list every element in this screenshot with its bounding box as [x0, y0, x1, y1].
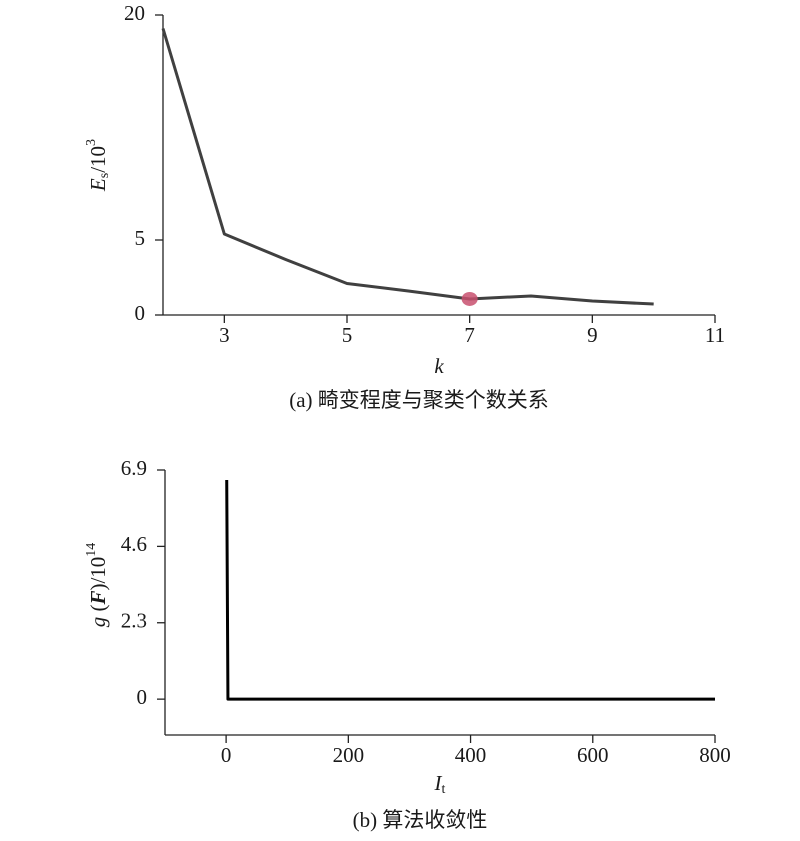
y-tick-label: 6.9 — [121, 456, 147, 480]
y-tick-label: 0 — [135, 301, 146, 325]
label-part: I — [434, 771, 443, 795]
x-tick-label: 800 — [699, 743, 731, 767]
line — [161, 28, 654, 306]
label-part: s — [97, 173, 112, 178]
label-part: 3 — [84, 139, 99, 146]
x-tick-label: 7 — [464, 323, 475, 347]
x-tick-label: 11 — [705, 323, 725, 347]
x-tick-label: 5 — [342, 323, 353, 347]
x-axis-label: k — [434, 354, 444, 378]
x-tick-label: 0 — [221, 743, 232, 767]
x-axis-label: It — [434, 771, 446, 797]
caption: (b) 算法收敛性 — [353, 808, 488, 832]
caption: (a) 畸变程度与聚类个数关系 — [289, 388, 549, 412]
x-tick-label: 600 — [577, 743, 609, 767]
y-tick-label: 2.3 — [121, 609, 147, 633]
label-part: E — [86, 178, 110, 192]
line — [225, 479, 715, 701]
highlight-point — [461, 291, 478, 306]
y-tick-label: 4.6 — [121, 532, 147, 556]
y-axis-label: Es/103 — [84, 139, 112, 192]
label-part: F — [86, 591, 110, 606]
label-part: 14 — [84, 543, 99, 557]
x-tick-label: 3 — [219, 323, 230, 347]
label-part: ( — [86, 605, 110, 617]
label-part: /10 — [86, 146, 110, 173]
label-part: k — [434, 354, 444, 378]
label-part: t — [442, 782, 446, 797]
y-tick-label: 0 — [137, 685, 148, 709]
label-part: g — [86, 617, 110, 628]
x-tick-label: 9 — [587, 323, 598, 347]
x-tick-label: 400 — [455, 743, 487, 767]
y-axis-label: g (F)/1014 — [84, 543, 110, 628]
y-tick-label: 20 — [124, 1, 145, 25]
y-tick-label: 5 — [135, 226, 146, 250]
x-tick-label: 200 — [333, 743, 365, 767]
label-part: )/10 — [86, 557, 110, 591]
